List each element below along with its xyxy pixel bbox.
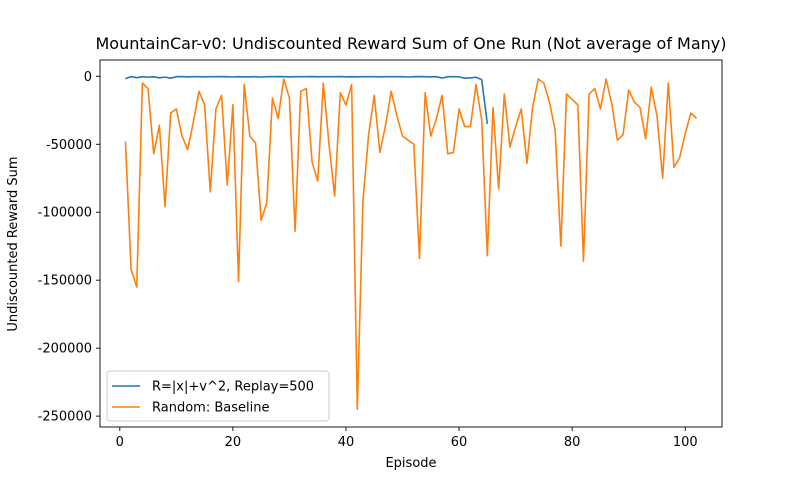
axes-layer: 0 20 40 60 80 100 0 -50000 -100000 -150000 -200000… (38, 59, 723, 450)
y-tick-label: -100000 (38, 206, 92, 221)
series-layer (124, 75, 698, 411)
y-axis-label: Undiscounted Reward Sum (6, 156, 21, 331)
x-tick-label: 40 (338, 435, 355, 450)
legend-box (106, 370, 330, 422)
y-tick-label: -200000 (38, 342, 92, 357)
plot-background (100, 60, 722, 427)
x-tick-label: 80 (564, 435, 581, 450)
y-tick-label: -250000 (38, 410, 92, 425)
x-axis-label: Episode (385, 456, 436, 471)
series-line-1 (124, 78, 698, 411)
legend-entry-0: R=|x|+v^2, Replay=500 (152, 380, 314, 395)
y-tick-label: -50000 (46, 138, 92, 153)
y-tick-label: 0 (84, 70, 92, 85)
series-line-0 (125, 75, 489, 124)
axes-frame (99, 59, 723, 428)
x-tick-label: 0 (116, 435, 124, 450)
plot-area (100, 60, 722, 427)
x-tick-label: 60 (451, 435, 468, 450)
legend-entry-1: Random: Baseline (152, 401, 269, 416)
x-tick-label: 20 (225, 435, 242, 450)
y-tick-label: -150000 (38, 274, 92, 289)
legend: R=|x|+v^2, Replay=500 Random: Baseline (106, 370, 330, 422)
chart-title: MountainCar-v0: Undiscounted Reward Sum … (95, 34, 726, 53)
x-tick-label: 100 (673, 435, 698, 450)
